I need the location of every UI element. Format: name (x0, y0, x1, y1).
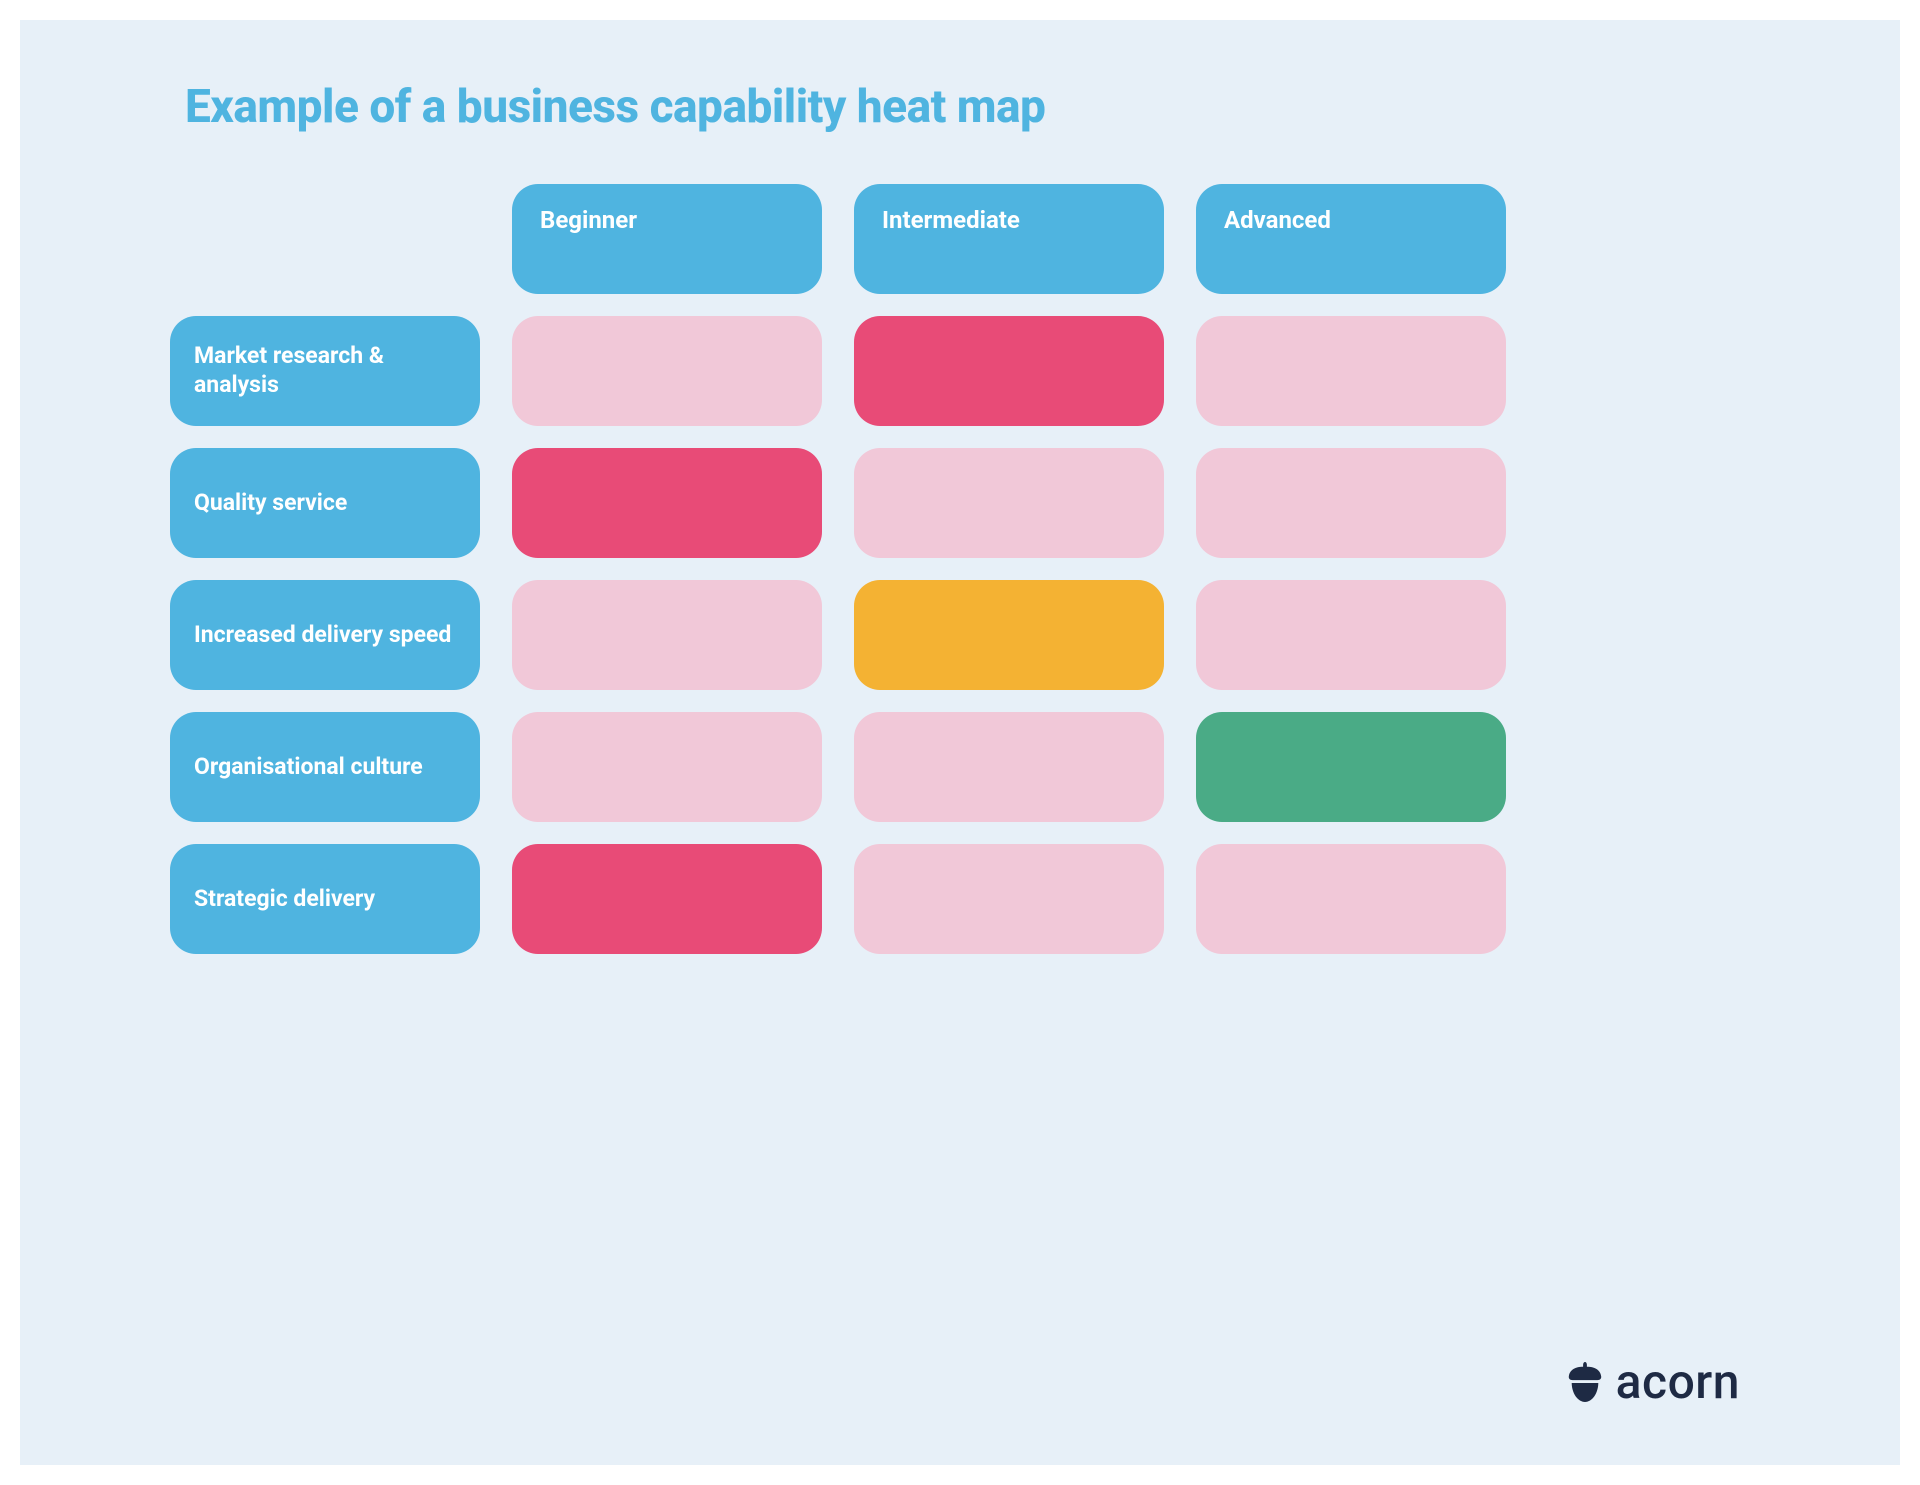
heatmap-grid: Beginner Intermediate Advanced Market resea… (170, 184, 1750, 954)
heatmap-cell-0-2 (1196, 316, 1506, 426)
row-label-3: Organisational culture (170, 712, 480, 822)
heatmap-cell-1-2 (1196, 448, 1506, 558)
row-label-0: Market research & analysis (170, 316, 480, 426)
column-header-1: Intermediate (854, 184, 1164, 294)
heatmap-cell-4-0 (512, 844, 822, 954)
heatmap-cell-2-2 (1196, 580, 1506, 690)
heatmap-cell-2-0 (512, 580, 822, 690)
heatmap-cell-3-1 (854, 712, 1164, 822)
heatmap-cell-1-1 (854, 448, 1164, 558)
heatmap-cell-1-0 (512, 448, 822, 558)
column-header-2: Advanced (1196, 184, 1506, 294)
row-label-2: Increased delivery speed (170, 580, 480, 690)
brand-badge: acorn (1566, 1353, 1740, 1410)
heatmap-cell-4-1 (854, 844, 1164, 954)
grid-corner (170, 184, 480, 294)
column-header-0: Beginner (512, 184, 822, 294)
heatmap-cell-0-1 (854, 316, 1164, 426)
diagram-title: Example of a business capability heat ma… (185, 80, 1750, 134)
acorn-icon (1566, 1360, 1604, 1404)
heatmap-cell-3-2 (1196, 712, 1506, 822)
heatmap-cell-0-0 (512, 316, 822, 426)
diagram-canvas: Example of a business capability heat ma… (20, 20, 1900, 1465)
heatmap-cell-3-0 (512, 712, 822, 822)
brand-name: acorn (1616, 1353, 1740, 1410)
row-label-4: Strategic delivery (170, 844, 480, 954)
heatmap-cell-4-2 (1196, 844, 1506, 954)
row-label-1: Quality service (170, 448, 480, 558)
heatmap-cell-2-1 (854, 580, 1164, 690)
